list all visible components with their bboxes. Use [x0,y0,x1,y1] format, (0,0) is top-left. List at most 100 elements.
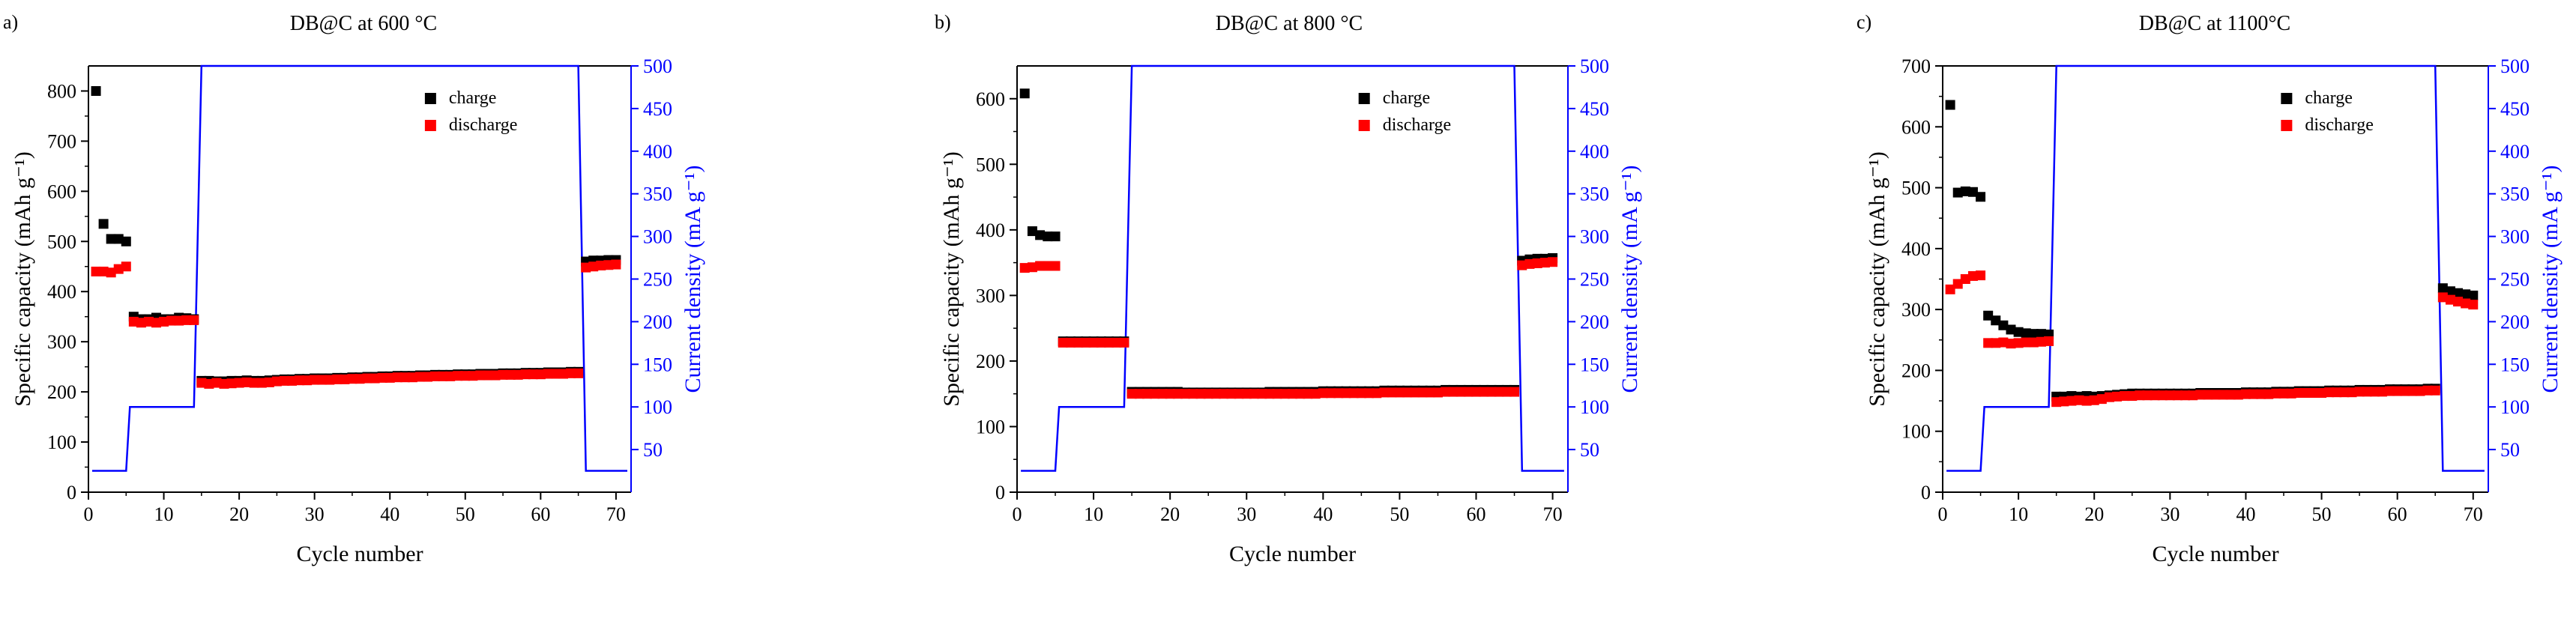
discharge-point [392,372,402,383]
x-tick-label: 30 [305,503,325,525]
y2-tick-label: 150 [2500,354,2530,375]
discharge-point [1387,387,1397,398]
charge-point [1983,310,1994,321]
x-tick-label: 40 [2236,503,2255,525]
discharge-point [1967,270,1978,281]
legend-discharge-label: discharge [449,115,518,135]
discharge-point [1348,388,1359,399]
discharge-point [573,368,584,378]
discharge-point [468,371,478,381]
discharge-point [1111,337,1122,348]
y-tick-label: 700 [1901,55,1931,77]
discharge-point [1219,389,1229,399]
discharge-point [2385,386,2395,396]
charge-point [1019,88,1030,99]
y-axis-label: Specific capacity (mAh g⁻¹) [939,151,964,407]
discharge-point [384,372,395,383]
discharge-point [1050,261,1061,271]
y2-tick-label: 250 [643,269,672,291]
x-tick-label: 10 [2009,503,2028,525]
x-tick-label: 70 [606,503,626,525]
discharge-point [136,318,146,328]
discharge-point [1234,389,1244,399]
y-tick-label: 300 [47,331,76,353]
y-tick-label: 200 [976,351,1005,372]
y2-tick-label: 450 [1580,98,1609,120]
discharge-point [1539,258,1550,268]
discharge-point [256,378,267,388]
discharge-point [535,369,546,380]
discharge-point [1210,389,1221,399]
discharge-point [234,378,244,388]
discharge-point [1394,387,1405,398]
x-tick-label: 70 [1543,503,1563,525]
discharge-point [528,369,538,380]
discharge-point [2468,300,2479,310]
y2-tick-label: 300 [1580,226,1609,248]
discharge-point [1991,338,2001,348]
discharge-point [1126,389,1137,399]
y-tick-label: 0 [67,482,76,503]
discharge-point [2392,386,2403,396]
discharge-point [2324,387,2335,398]
charge-point [1027,226,1037,237]
discharge-point [1188,389,1198,399]
discharge-point [2278,388,2289,399]
discharge-point [543,369,553,379]
discharge-point [1952,279,1963,289]
discharge-point [2377,387,2387,397]
x-tick-label: 30 [1237,503,1256,525]
x-axis-label: Cycle number [1229,542,1356,566]
y2-axis-label: Current density (mA g⁻¹) [681,166,705,393]
x-tick-label: 40 [380,503,399,525]
x-tick-label: 60 [2388,503,2407,525]
y2-tick-label: 200 [1580,311,1609,333]
y2-tick-label: 350 [2500,184,2530,205]
discharge-point [1172,389,1183,399]
y2-tick-label: 400 [2500,141,2530,163]
discharge-point [151,318,161,328]
discharge-point [2293,388,2304,399]
discharge-point [423,372,432,382]
legend-charge-label: charge [1383,88,1431,108]
discharge-point [1945,284,1955,294]
discharge-point [1288,389,1297,399]
chart-panel-1: a) DB@C at 600 °C0 10 20 30 40 50 60 70010020030… [3,11,705,566]
y-tick-label: 0 [1921,482,1931,503]
discharge-point [1983,338,1994,348]
y2-tick-label: 100 [643,396,672,418]
x-axis-label: Cycle number [2152,542,2278,566]
discharge-point [2445,294,2455,305]
y2-tick-label: 200 [2500,311,2530,333]
y2-tick-label: 500 [1580,55,1609,77]
discharge-point [2135,390,2145,401]
discharge-point [2400,386,2410,396]
discharge-point [2112,391,2123,402]
discharge-point [1088,337,1099,348]
discharge-point [189,315,199,325]
y-tick-label: 200 [47,381,76,403]
y-tick-label: 600 [1901,116,1931,138]
discharge-point [1976,270,1986,281]
discharge-point [1027,262,1037,273]
y-tick-label: 700 [47,130,76,152]
y2-tick-label: 100 [2500,396,2530,418]
y2-tick-label: 150 [1580,354,1609,375]
discharge-point [2332,387,2342,398]
discharge-point [1104,337,1114,348]
y2-tick-label: 400 [1580,141,1609,163]
charge-point [1952,187,1963,198]
discharge-point [355,374,365,384]
discharge-point [204,378,214,389]
y-tick-label: 100 [976,416,1005,437]
discharge-point [2339,387,2350,398]
y2-axis-label: Current density (mA g⁻¹) [2538,166,2563,393]
charge-point [113,234,124,244]
discharge-point [2240,389,2251,399]
discharge-point [1463,387,1473,397]
discharge-point [241,377,252,387]
discharge-point [1249,389,1259,399]
discharge-point [2437,292,2448,303]
discharge-point [1272,389,1282,399]
discharge-point [159,316,169,327]
